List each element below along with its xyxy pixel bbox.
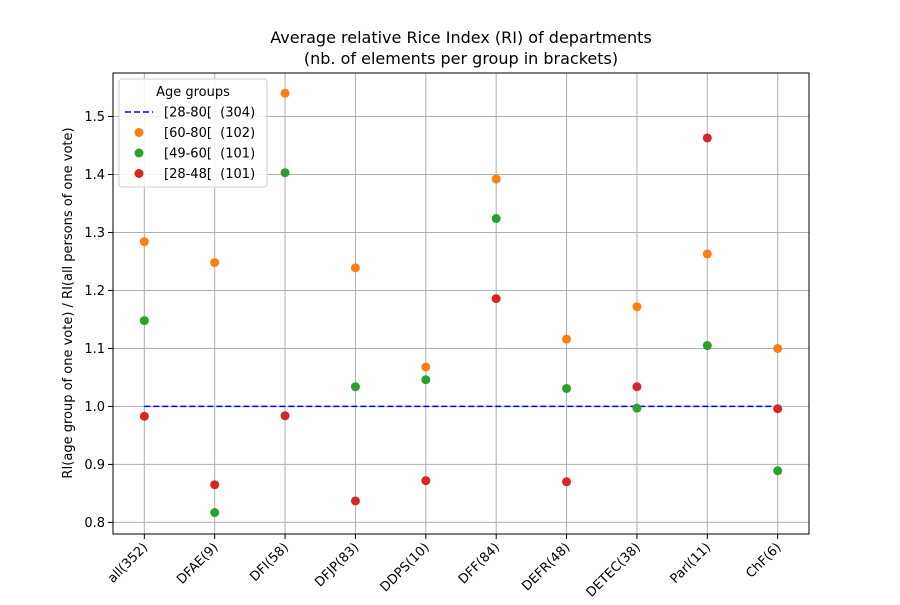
data-point [562, 383, 572, 393]
grid-lines [113, 73, 809, 534]
series-2 [139, 168, 783, 518]
data-point [773, 343, 783, 353]
legend: Age groups [28-80[ (304) [60-80[ (102) [49… [118, 78, 268, 188]
legend-entry-label: [49-60[ (101) [164, 147, 255, 162]
data-point [491, 294, 501, 304]
data-series [139, 88, 783, 518]
data-point [421, 476, 431, 486]
data-point [350, 263, 360, 273]
data-point [562, 477, 572, 487]
y-tick-label: 1.0 [84, 400, 105, 415]
data-point [280, 88, 290, 98]
y-tick-label: 1.1 [84, 342, 105, 357]
data-point [421, 362, 431, 372]
data-point [210, 508, 220, 518]
data-point [421, 375, 431, 385]
data-point [350, 382, 360, 392]
data-point [773, 466, 783, 476]
data-point [350, 496, 360, 506]
data-point [280, 411, 290, 421]
data-point [491, 214, 501, 224]
y-tick-label: 1.3 [84, 226, 105, 241]
data-point [210, 258, 220, 268]
legend-entry-label: [28-80[ (304) [164, 106, 255, 121]
data-point [210, 480, 220, 490]
legend-dot-marker [134, 169, 144, 178]
data-point [139, 237, 149, 247]
series-3 [139, 133, 783, 506]
legend-entry-label: [60-80[ (102) [164, 126, 255, 141]
chart-title: Average relative Rice Index (RI) of depa… [270, 28, 652, 47]
y-axis-label: RI(age group of one vote) / RI(all perso… [61, 127, 76, 478]
y-tick-label: 1.5 [84, 110, 105, 125]
data-point [491, 174, 501, 184]
y-tick-label: 0.9 [84, 458, 105, 473]
legend-dot-marker [134, 128, 144, 137]
data-point [702, 133, 712, 143]
plot-frame [112, 72, 810, 535]
data-point [702, 341, 712, 351]
data-point [280, 168, 290, 178]
legend-box [118, 78, 268, 188]
series-1 [139, 88, 783, 372]
data-point [632, 302, 642, 312]
data-point [702, 249, 712, 259]
legend-title: Age groups [156, 85, 230, 100]
chart-subtitle: (nb. of elements per group in brackets) [304, 49, 618, 68]
y-tick-label: 0.8 [84, 516, 105, 531]
legend-entry-label: [28-48[ (101) [164, 167, 255, 182]
y-tick-label: 1.2 [84, 284, 105, 299]
data-point [632, 382, 642, 392]
data-point [773, 404, 783, 414]
data-point [139, 316, 149, 326]
legend-dot-marker [134, 148, 144, 158]
data-point [562, 334, 572, 344]
y-tick-label: 1.4 [84, 168, 105, 183]
data-point [632, 403, 642, 413]
data-point [139, 411, 149, 421]
